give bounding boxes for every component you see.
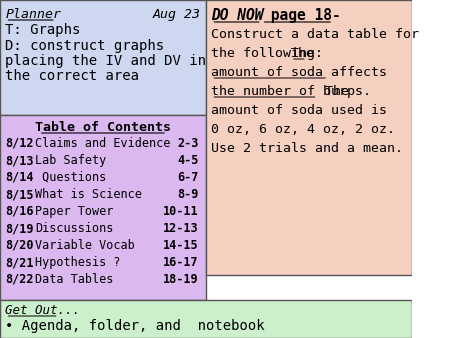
Text: Lab Safety: Lab Safety	[35, 154, 106, 167]
Text: 10-11: 10-11	[163, 205, 198, 218]
Text: 8/12: 8/12	[5, 137, 34, 150]
Text: Aug 23: Aug 23	[153, 8, 200, 21]
Text: the following:: the following:	[212, 47, 331, 60]
Text: 8/13: 8/13	[5, 154, 34, 167]
Text: 8/19: 8/19	[5, 222, 34, 235]
Text: The: The	[318, 85, 350, 98]
Text: Paper Tower: Paper Tower	[35, 205, 113, 218]
Text: Variable Vocab: Variable Vocab	[35, 239, 135, 252]
FancyBboxPatch shape	[206, 0, 412, 275]
Text: Questions: Questions	[35, 171, 106, 184]
Text: Data Tables: Data Tables	[35, 273, 113, 286]
Text: 2-3: 2-3	[177, 137, 198, 150]
Text: Claims and Evidence: Claims and Evidence	[35, 137, 170, 150]
Text: DO NOW: DO NOW	[212, 8, 264, 23]
Text: 8/21: 8/21	[5, 256, 34, 269]
Text: • Agenda, folder, and  notebook: • Agenda, folder, and notebook	[5, 319, 265, 333]
Text: Hypothesis ?: Hypothesis ?	[35, 256, 120, 269]
Text: 18-19: 18-19	[163, 273, 198, 286]
Text: The: The	[291, 47, 315, 60]
Text: 12-13: 12-13	[163, 222, 198, 235]
Text: Get Out...: Get Out...	[5, 304, 81, 317]
Text: T: Graphs: T: Graphs	[5, 23, 81, 37]
Text: 8/20: 8/20	[5, 239, 34, 252]
FancyBboxPatch shape	[0, 115, 206, 300]
Text: 8/15: 8/15	[5, 188, 34, 201]
Text: 14-15: 14-15	[163, 239, 198, 252]
Text: 0 oz, 6 oz, 4 oz, 2 oz.: 0 oz, 6 oz, 4 oz, 2 oz.	[212, 123, 396, 136]
Text: 4-5: 4-5	[177, 154, 198, 167]
Text: Construct a data table for: Construct a data table for	[212, 28, 419, 41]
Text: placing the IV and DV in: placing the IV and DV in	[5, 54, 207, 68]
Text: amount of soda affects: amount of soda affects	[212, 66, 387, 79]
Text: 8/16: 8/16	[5, 205, 34, 218]
Text: page 18-: page 18-	[261, 8, 340, 23]
Text: 8/22: 8/22	[5, 273, 34, 286]
Text: What is Science: What is Science	[35, 188, 142, 201]
Text: D: construct graphs: D: construct graphs	[5, 39, 165, 53]
Text: Use 2 trials and a mean.: Use 2 trials and a mean.	[212, 142, 403, 155]
Text: 8-9: 8-9	[177, 188, 198, 201]
Text: Planner: Planner	[5, 8, 62, 21]
Text: 6-7: 6-7	[177, 171, 198, 184]
Text: Discussions: Discussions	[35, 222, 113, 235]
Text: the number of burps.: the number of burps.	[212, 85, 371, 98]
FancyBboxPatch shape	[0, 0, 206, 115]
FancyBboxPatch shape	[0, 300, 412, 338]
Text: 8/14: 8/14	[5, 171, 34, 184]
Text: Table of Contents: Table of Contents	[35, 121, 171, 134]
Text: 16-17: 16-17	[163, 256, 198, 269]
Text: the correct area: the correct area	[5, 69, 140, 83]
Text: amount of soda used is: amount of soda used is	[212, 104, 387, 117]
